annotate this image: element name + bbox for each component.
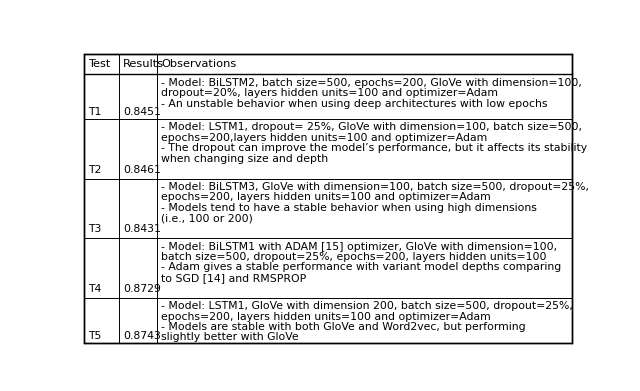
Text: - An unstable behavior when using deep architectures with low epochs: - An unstable behavior when using deep a…: [161, 99, 548, 109]
Text: - Model: BiLSTM1 with ADAM [15] optimizer, GloVe with dimension=100,: - Model: BiLSTM1 with ADAM [15] optimize…: [161, 242, 557, 251]
Text: 0.8451: 0.8451: [123, 108, 161, 117]
Text: - Models are stable with both GloVe and Word2vec, but performing: - Models are stable with both GloVe and …: [161, 322, 526, 332]
Text: batch size=500, dropout=25%, epochs=200, layers hidden units=100: batch size=500, dropout=25%, epochs=200,…: [161, 252, 547, 262]
Text: - Model: LSTM1, GloVe with dimension 200, batch size=500, dropout=25%,: - Model: LSTM1, GloVe with dimension 200…: [161, 301, 573, 311]
Text: T2: T2: [88, 165, 101, 175]
Text: slightly better with GloVe: slightly better with GloVe: [161, 332, 299, 343]
Text: epochs=200, layers hidden units=100 and optimizer=Adam: epochs=200, layers hidden units=100 and …: [161, 312, 491, 322]
Text: to SGD [14] and RMSPROP: to SGD [14] and RMSPROP: [161, 273, 307, 283]
Text: 0.8729: 0.8729: [123, 284, 161, 294]
Text: epochs=200, layers hidden units=100 and optimizer=Adam: epochs=200, layers hidden units=100 and …: [161, 192, 491, 203]
Text: - Adam gives a stable performance with variant model depths comparing: - Adam gives a stable performance with v…: [161, 262, 561, 273]
Text: - Models tend to have a stable behavior when using high dimensions: - Models tend to have a stable behavior …: [161, 203, 537, 213]
Text: 0.8431: 0.8431: [123, 224, 161, 234]
Text: T4: T4: [88, 284, 101, 294]
Text: 0.8743: 0.8743: [123, 331, 161, 341]
Text: 0.8461: 0.8461: [123, 165, 161, 175]
Text: Test: Test: [88, 59, 110, 69]
Text: (i.e., 100 or 200): (i.e., 100 or 200): [161, 213, 253, 223]
Text: dropout=20%, layers hidden units=100 and optimizer=Adam: dropout=20%, layers hidden units=100 and…: [161, 88, 498, 98]
Text: when changing size and depth: when changing size and depth: [161, 154, 328, 164]
Text: - Model: LSTM1, dropout= 25%, GloVe with dimension=100, batch size=500,: - Model: LSTM1, dropout= 25%, GloVe with…: [161, 122, 582, 133]
Text: - The dropout can improve the model’s performance, but it affects its stability: - The dropout can improve the model’s pe…: [161, 143, 588, 153]
Text: T3: T3: [88, 224, 101, 234]
Text: epochs=200,layers hidden units=100 and optimizer=Adam: epochs=200,layers hidden units=100 and o…: [161, 133, 488, 143]
Text: T1: T1: [88, 108, 101, 117]
Text: T5: T5: [88, 331, 101, 341]
Text: - Model: BiLSTM2, batch size=500, epochs=200, GloVe with dimension=100,: - Model: BiLSTM2, batch size=500, epochs…: [161, 78, 582, 88]
Text: Results: Results: [123, 59, 164, 69]
Text: - Model: BiLSTM3, GloVe with dimension=100, batch size=500, dropout=25%,: - Model: BiLSTM3, GloVe with dimension=1…: [161, 182, 589, 192]
Text: Observations: Observations: [161, 59, 236, 69]
